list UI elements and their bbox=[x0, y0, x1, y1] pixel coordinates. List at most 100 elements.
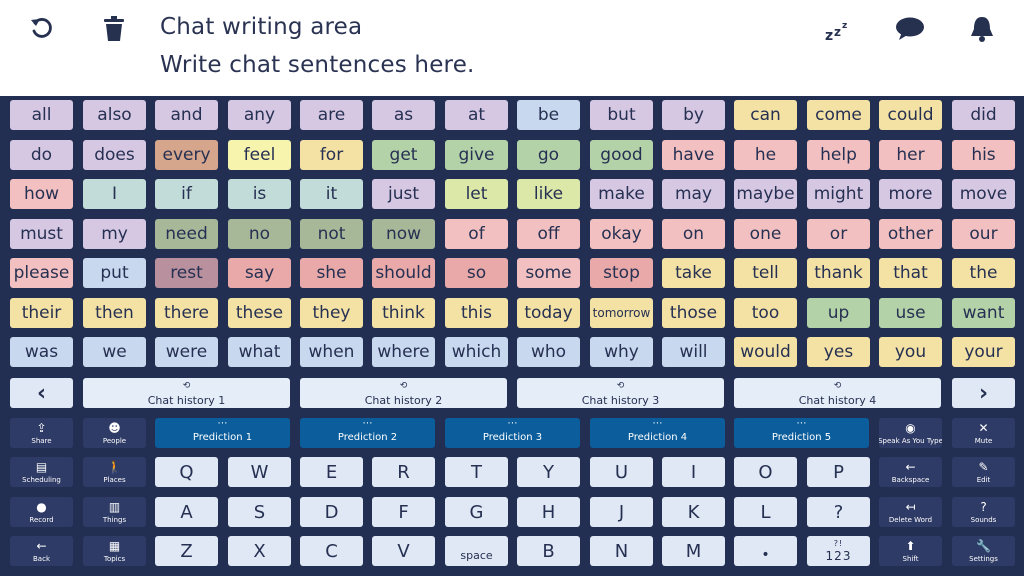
letter-key[interactable]: F bbox=[372, 497, 435, 527]
letter-key[interactable]: T bbox=[445, 457, 508, 487]
word-key[interactable]: what bbox=[228, 337, 291, 367]
shift-button[interactable]: ⬆ Shift bbox=[879, 536, 942, 566]
delete-word-button[interactable]: ↤ Delete Word bbox=[879, 497, 942, 527]
arrow-left-button[interactable]: ← Back bbox=[10, 536, 73, 566]
letter-key[interactable]: K bbox=[662, 497, 725, 527]
word-key[interactable]: on bbox=[662, 219, 725, 249]
word-key[interactable]: other bbox=[879, 219, 942, 249]
word-key[interactable]: give bbox=[445, 140, 508, 170]
word-key[interactable]: say bbox=[228, 258, 291, 288]
letter-key[interactable]: N bbox=[590, 536, 653, 566]
letter-key[interactable]: J bbox=[590, 497, 653, 527]
wrench-button[interactable]: 🔧 Settings bbox=[952, 536, 1015, 566]
letter-key[interactable]: B bbox=[517, 536, 580, 566]
prediction-button[interactable]: ⋯ Prediction 5 bbox=[734, 418, 869, 448]
chat-history-button[interactable]: ⟲ Chat history 1 bbox=[83, 378, 290, 408]
word-key[interactable]: come bbox=[807, 100, 870, 130]
prediction-button[interactable]: ⋯ Prediction 2 bbox=[300, 418, 435, 448]
word-key[interactable]: by bbox=[662, 100, 725, 130]
word-key[interactable]: tell bbox=[734, 258, 797, 288]
word-key[interactable]: of bbox=[445, 219, 508, 249]
word-key[interactable]: we bbox=[83, 337, 146, 367]
word-key[interactable]: all bbox=[10, 100, 73, 130]
word-key[interactable]: too bbox=[734, 298, 797, 328]
letter-key[interactable]: E bbox=[300, 457, 363, 487]
backspace-button[interactable]: ← Backspace bbox=[879, 457, 942, 487]
word-key[interactable]: more bbox=[879, 179, 942, 209]
word-key[interactable]: every bbox=[155, 140, 218, 170]
word-key[interactable]: off bbox=[517, 219, 580, 249]
speak-button[interactable] bbox=[894, 13, 926, 45]
word-key[interactable]: will bbox=[662, 337, 725, 367]
word-key[interactable]: just bbox=[372, 179, 435, 209]
word-key[interactable]: any bbox=[228, 100, 291, 130]
word-key[interactable]: rest bbox=[155, 258, 218, 288]
word-key[interactable]: please bbox=[10, 258, 73, 288]
word-key[interactable]: one bbox=[734, 219, 797, 249]
word-key[interactable]: also bbox=[83, 100, 146, 130]
word-key[interactable]: she bbox=[300, 258, 363, 288]
word-key[interactable]: his bbox=[952, 140, 1015, 170]
word-key[interactable]: do bbox=[10, 140, 73, 170]
word-key[interactable]: your bbox=[952, 337, 1015, 367]
word-key[interactable]: want bbox=[952, 298, 1015, 328]
bag-button[interactable]: ▥ Things bbox=[83, 497, 146, 527]
letter-key[interactable]: L bbox=[734, 497, 797, 527]
word-key[interactable]: can bbox=[734, 100, 797, 130]
letter-key[interactable]: G bbox=[445, 497, 508, 527]
word-key[interactable]: could bbox=[879, 100, 942, 130]
word-key[interactable]: this bbox=[445, 298, 508, 328]
history-prev-button[interactable]: ‹ bbox=[10, 378, 73, 408]
word-key[interactable]: was bbox=[10, 337, 73, 367]
mute-button[interactable]: ✕ Mute bbox=[952, 418, 1015, 448]
word-key[interactable]: if bbox=[155, 179, 218, 209]
word-key[interactable]: good bbox=[590, 140, 653, 170]
letter-key[interactable]: M bbox=[662, 536, 725, 566]
letter-key[interactable]: C bbox=[300, 536, 363, 566]
word-key[interactable]: why bbox=[590, 337, 653, 367]
word-key[interactable]: thank bbox=[807, 258, 870, 288]
word-key[interactable]: you bbox=[879, 337, 942, 367]
word-key[interactable]: stop bbox=[590, 258, 653, 288]
letter-key[interactable]: U bbox=[590, 457, 653, 487]
word-key[interactable]: for bbox=[300, 140, 363, 170]
history-next-button[interactable]: › bbox=[952, 378, 1015, 408]
letter-key[interactable]: D bbox=[300, 497, 363, 527]
word-key[interactable]: I bbox=[83, 179, 146, 209]
word-key[interactable]: let bbox=[445, 179, 508, 209]
word-key[interactable]: some bbox=[517, 258, 580, 288]
word-key[interactable]: when bbox=[300, 337, 363, 367]
word-key[interactable]: or bbox=[807, 219, 870, 249]
word-key[interactable]: did bbox=[952, 100, 1015, 130]
word-key[interactable]: how bbox=[10, 179, 73, 209]
letter-key[interactable]: Y bbox=[517, 457, 580, 487]
word-key[interactable]: not bbox=[300, 219, 363, 249]
word-key[interactable]: yes bbox=[807, 337, 870, 367]
topics-button[interactable]: ▦ Topics bbox=[83, 536, 146, 566]
numbers-key[interactable]: ?! 123 bbox=[807, 536, 870, 566]
word-key[interactable]: now bbox=[372, 219, 435, 249]
word-key[interactable]: go bbox=[517, 140, 580, 170]
sleep-button[interactable]: z z z bbox=[822, 13, 854, 45]
word-key[interactable]: okay bbox=[590, 219, 653, 249]
letter-key[interactable]: H bbox=[517, 497, 580, 527]
word-key[interactable]: like bbox=[517, 179, 580, 209]
word-key[interactable]: that bbox=[879, 258, 942, 288]
letter-key[interactable]: V bbox=[372, 536, 435, 566]
word-key[interactable]: my bbox=[83, 219, 146, 249]
calendar-button[interactable]: ▤ Scheduling bbox=[10, 457, 73, 487]
letter-key[interactable]: S bbox=[228, 497, 291, 527]
pencil-button[interactable]: ✎ Edit bbox=[952, 457, 1015, 487]
word-key[interactable]: so bbox=[445, 258, 508, 288]
word-key[interactable]: where bbox=[372, 337, 435, 367]
word-key[interactable]: would bbox=[734, 337, 797, 367]
word-key[interactable]: as bbox=[372, 100, 435, 130]
letter-key[interactable]: Q bbox=[155, 457, 218, 487]
alert-button[interactable] bbox=[966, 13, 998, 45]
word-key[interactable]: our bbox=[952, 219, 1015, 249]
word-key[interactable]: today bbox=[517, 298, 580, 328]
word-key[interactable]: those bbox=[662, 298, 725, 328]
microphone-button[interactable]: ● Record bbox=[10, 497, 73, 527]
word-key[interactable]: they bbox=[300, 298, 363, 328]
word-key[interactable]: might bbox=[807, 179, 870, 209]
